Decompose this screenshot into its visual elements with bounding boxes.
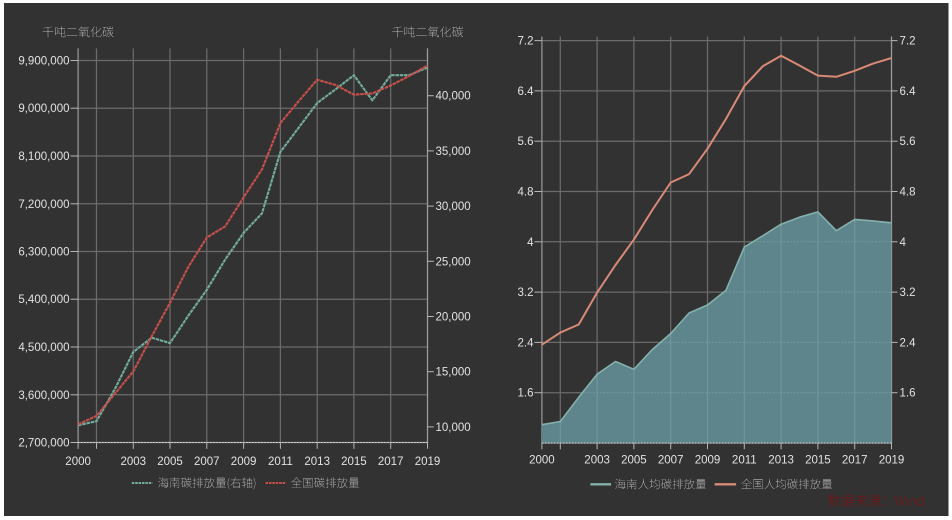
svg-text:2013: 2013 [304, 456, 330, 468]
svg-text:4: 4 [900, 237, 907, 249]
svg-text:10,000: 10,000 [436, 422, 471, 434]
svg-text:4.8: 4.8 [518, 187, 534, 199]
svg-text:7.2: 7.2 [900, 36, 916, 48]
svg-text:6,300,000: 6,300,000 [18, 247, 69, 259]
svg-text:2.4: 2.4 [518, 337, 535, 349]
svg-text:5.6: 5.6 [518, 136, 534, 148]
svg-text:5.6: 5.6 [900, 136, 916, 148]
svg-text:3.2: 3.2 [518, 287, 534, 299]
svg-text:6.4: 6.4 [900, 86, 917, 98]
svg-text:30,000: 30,000 [436, 201, 471, 213]
svg-text:9,000,000: 9,000,000 [18, 103, 69, 115]
svg-text:2,700,000: 2,700,000 [18, 438, 69, 450]
svg-text:1.6: 1.6 [900, 388, 916, 400]
svg-text:2017: 2017 [378, 456, 404, 468]
svg-text:2015: 2015 [805, 455, 831, 467]
svg-text:4.8: 4.8 [900, 187, 916, 199]
svg-text:2009: 2009 [695, 455, 721, 467]
svg-text:15,000: 15,000 [436, 367, 471, 379]
svg-text:2007: 2007 [658, 455, 684, 467]
svg-text:2019: 2019 [415, 456, 441, 468]
svg-text:2011: 2011 [732, 455, 757, 467]
svg-text:2019: 2019 [879, 455, 905, 467]
svg-text:3.2: 3.2 [900, 287, 916, 299]
svg-text:1.6: 1.6 [518, 388, 534, 400]
svg-text:8,100,000: 8,100,000 [18, 151, 69, 163]
svg-text:6.4: 6.4 [518, 86, 535, 98]
svg-text:7.2: 7.2 [518, 36, 534, 48]
svg-text:9,900,000: 9,900,000 [18, 56, 69, 68]
svg-text:40,000: 40,000 [436, 91, 471, 103]
svg-text:2013: 2013 [768, 455, 794, 467]
svg-text:25,000: 25,000 [436, 256, 471, 268]
svg-text:2011: 2011 [268, 456, 293, 468]
svg-text:2009: 2009 [231, 456, 257, 468]
svg-text:2000: 2000 [65, 456, 91, 468]
svg-text:35,000: 35,000 [436, 146, 471, 158]
svg-text:2015: 2015 [341, 456, 367, 468]
svg-text:4,500,000: 4,500,000 [18, 342, 69, 354]
svg-text:2017: 2017 [842, 455, 868, 467]
svg-text:3,600,000: 3,600,000 [18, 390, 69, 402]
svg-text:2003: 2003 [121, 456, 147, 468]
svg-text:7,200,000: 7,200,000 [18, 199, 69, 211]
svg-text:20,000: 20,000 [436, 312, 471, 324]
svg-text:2003: 2003 [584, 455, 610, 467]
svg-text:2005: 2005 [157, 456, 183, 468]
svg-text:2000: 2000 [529, 455, 555, 467]
svg-text:2.4: 2.4 [900, 337, 917, 349]
svg-text:2005: 2005 [621, 455, 647, 467]
svg-text:2007: 2007 [194, 456, 220, 468]
svg-text:5,400,000: 5,400,000 [18, 294, 69, 306]
svg-text:4: 4 [527, 237, 534, 249]
